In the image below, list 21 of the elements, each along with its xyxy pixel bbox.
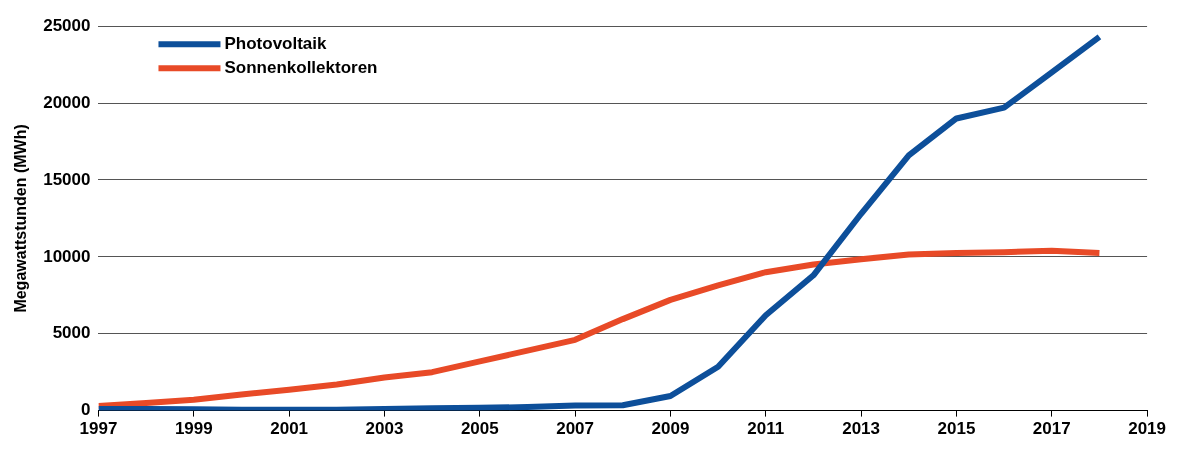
x-tick-label: 2013 <box>842 419 881 439</box>
y-tick-label: 25000 <box>43 15 91 35</box>
y-tick-label: 10000 <box>43 246 91 266</box>
x-tick-label: 2019 <box>1128 419 1166 439</box>
x-tick-label: 2007 <box>556 419 595 439</box>
legend-label: Photovoltaik <box>224 33 328 53</box>
x-tick-label: 2011 <box>747 419 785 439</box>
x-tick-label: 2001 <box>270 419 309 439</box>
x-tick-label: 2005 <box>460 419 499 439</box>
y-axis-title: Megawattstunden (MWh) <box>12 124 30 313</box>
x-tick-label: 1997 <box>79 419 118 439</box>
y-tick-label: 15000 <box>43 169 91 189</box>
y-tick-label: 20000 <box>43 92 91 112</box>
y-tick-label: 5000 <box>52 323 91 343</box>
x-tick-label: 2015 <box>937 419 976 439</box>
x-tick-label: 2017 <box>1032 419 1071 439</box>
x-tick-label: 2009 <box>651 419 690 439</box>
x-tick-label: 2003 <box>365 419 404 439</box>
y-tick-label: 0 <box>81 400 91 420</box>
x-tick-label: 1999 <box>174 419 213 439</box>
legend-label: Sonnenkollektoren <box>224 57 378 77</box>
